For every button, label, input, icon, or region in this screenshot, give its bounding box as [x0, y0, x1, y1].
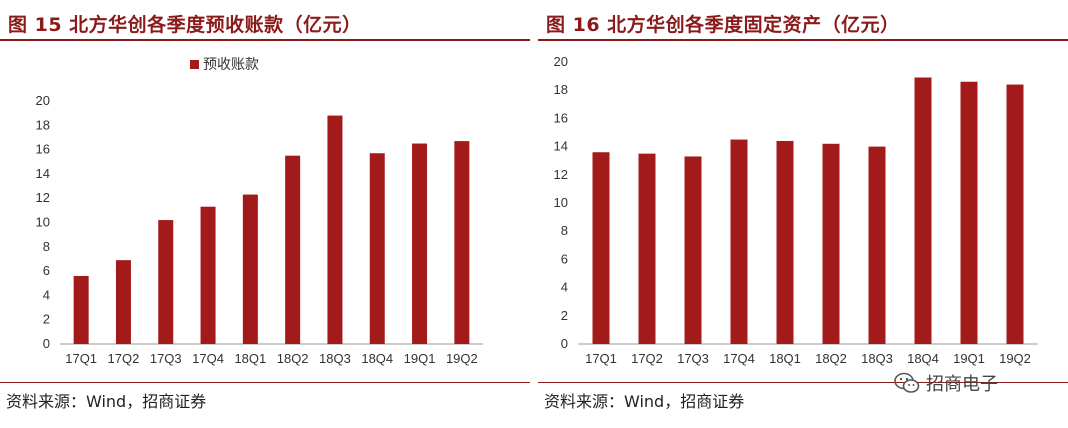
bar-19q2 [1006, 84, 1024, 344]
bar-18q2 [822, 143, 840, 344]
y-tick-label: 10 [36, 215, 50, 230]
bar-17q4 [730, 139, 748, 344]
x-tick-label: 17Q1 [585, 351, 617, 366]
source-note: 资料来源：Wind，招商证券 [6, 392, 207, 411]
x-tick-label: 17Q4 [192, 351, 224, 366]
bar-18q2 [285, 155, 301, 344]
legend-label: 预收账款 [203, 56, 259, 72]
y-tick-label: 0 [43, 336, 50, 351]
x-tick-label: 18Q3 [319, 351, 351, 366]
x-tick-label: 19Q1 [953, 351, 985, 366]
x-tick-label: 18Q1 [234, 351, 266, 366]
y-tick-label: 16 [554, 110, 568, 125]
title-divider [538, 39, 1068, 41]
y-tick-label: 2 [561, 308, 568, 323]
y-tick-label: 18 [36, 117, 50, 132]
bar-19q2 [454, 141, 470, 344]
figure-title: 图 16 北方华创各季度固定资产（亿元） [546, 14, 900, 36]
bar-18q1 [242, 194, 258, 344]
bar-18q4 [914, 77, 932, 344]
y-tick-label: 4 [43, 287, 50, 302]
x-tick-label: 17Q4 [723, 351, 755, 366]
y-tick-label: 12 [554, 167, 568, 182]
x-tick-label: 19Q1 [404, 351, 436, 366]
y-tick-label: 8 [43, 239, 50, 254]
bar-17q1 [592, 152, 610, 344]
watermark: 招商电子 [894, 370, 998, 396]
wechat-icon [894, 372, 920, 393]
y-tick-label: 6 [43, 263, 50, 278]
x-tick-label: 17Q2 [631, 351, 663, 366]
bar-17q3 [158, 220, 174, 344]
bar-17q4 [200, 206, 216, 344]
fixed-assets-bar-chart: 0 2 4 6 8 10 12 14 16 18 20 17Q1 17Q2 17Q3 17Q4 18Q1 18Q… [554, 54, 1038, 366]
source-note: 资料来源：Wind，招商证券 [544, 392, 745, 411]
bar-19q1 [412, 143, 428, 344]
y-tick-label: 10 [554, 195, 568, 210]
bar-17q2 [638, 153, 656, 344]
bar-18q4 [369, 153, 385, 344]
y-tick-label: 16 [36, 142, 50, 157]
x-tick-label: 18Q1 [769, 351, 801, 366]
figure-15-panel: 图 15 北方华创各季度预收账款（亿元） 0 2 4 6 8 10 12 14 16 18 20 17… [0, 0, 530, 428]
legend-swatch [190, 60, 199, 69]
y-tick-label: 20 [554, 54, 568, 69]
watermark-text: 招商电子 [926, 374, 998, 395]
bar-18q1 [776, 140, 794, 344]
bar-17q2 [115, 260, 131, 344]
bar-18q3 [868, 146, 886, 344]
x-tick-label: 18Q2 [277, 351, 309, 366]
y-tick-label: 2 [43, 312, 50, 327]
bar-19q1 [960, 81, 978, 345]
y-tick-label: 4 [561, 280, 568, 295]
y-tick-label: 20 [36, 93, 50, 108]
x-tick-label: 17Q2 [108, 351, 140, 366]
x-tick-label: 18Q2 [815, 351, 847, 366]
x-tick-label: 18Q4 [361, 351, 393, 366]
x-tick-label: 18Q3 [861, 351, 893, 366]
y-tick-label: 14 [554, 139, 568, 154]
source-divider [0, 382, 530, 383]
x-tick-label: 18Q4 [907, 351, 939, 366]
x-tick-label: 17Q1 [65, 351, 97, 366]
title-divider [0, 39, 530, 41]
figure-title: 图 15 北方华创各季度预收账款（亿元） [8, 14, 362, 36]
x-tick-label: 19Q2 [999, 351, 1031, 366]
figure-16-panel: 图 16 北方华创各季度固定资产（亿元） 0 2 4 6 8 10 12 14 16 18 20 17… [538, 0, 1068, 428]
bar-18q3 [327, 115, 343, 344]
advance-receipts-bar-chart: 0 2 4 6 8 10 12 14 16 18 20 17Q1 17Q2 17Q3 17Q4 18Q1 18Q… [36, 56, 483, 366]
y-tick-label: 14 [36, 166, 50, 181]
y-tick-label: 18 [554, 82, 568, 97]
y-tick-label: 8 [561, 223, 568, 238]
y-tick-label: 0 [561, 336, 568, 351]
x-tick-label: 17Q3 [677, 351, 709, 366]
x-tick-label: 17Q3 [150, 351, 182, 366]
x-tick-label: 19Q2 [446, 351, 478, 366]
bar-17q1 [73, 275, 89, 344]
y-tick-label: 6 [561, 251, 568, 266]
source-divider [538, 382, 1068, 383]
y-tick-label: 12 [36, 190, 50, 205]
bar-17q3 [684, 156, 702, 344]
